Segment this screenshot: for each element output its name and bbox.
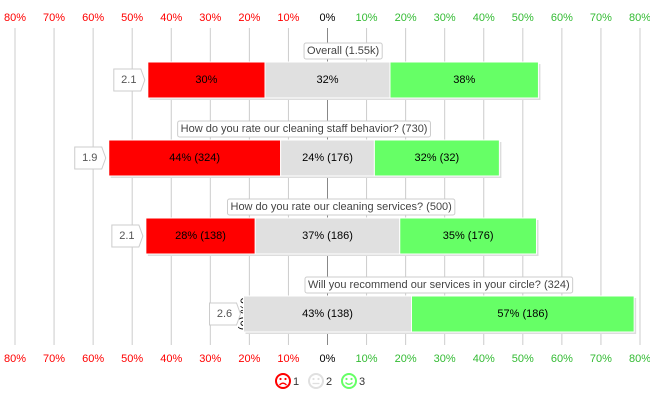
score-box — [111, 224, 144, 248]
value-label: 30% — [195, 74, 217, 86]
score-box — [113, 68, 146, 92]
x-tick-label: 80% — [4, 353, 26, 365]
row-title-box — [177, 120, 431, 138]
x-tick-label: 50% — [121, 353, 143, 365]
bar-segment — [254, 217, 401, 255]
x-tick-label: 30% — [434, 12, 456, 24]
legend-label: 3 — [359, 376, 365, 388]
bar-segment — [410, 295, 635, 333]
row-title: Will you recommend our services in your … — [308, 279, 570, 291]
legend-label: 2 — [326, 376, 332, 388]
x-tick-label: 70% — [43, 12, 65, 24]
value-label: 28% (138) — [175, 230, 226, 242]
score-label: 2.1 — [121, 74, 136, 86]
score-label: 2.1 — [119, 230, 134, 242]
x-tick-label: 20% — [395, 12, 417, 24]
bar-segment — [389, 61, 539, 99]
bar-segment — [145, 217, 256, 255]
x-tick-label: 80% — [629, 353, 650, 365]
x-tick-label: 20% — [395, 353, 417, 365]
legend-icon — [275, 373, 291, 389]
bar-segment — [108, 139, 282, 177]
x-tick-label: 20% — [238, 12, 260, 24]
x-tick-label: 60% — [82, 12, 104, 24]
row-title-box — [304, 276, 574, 294]
value-label: 57% (186) — [497, 308, 548, 320]
value-label: 44% (324) — [169, 152, 220, 164]
legend-eye — [279, 377, 282, 381]
value-label: 35% (176) — [443, 230, 494, 242]
x-tick-label: 10% — [277, 353, 299, 365]
bar-segment — [373, 139, 500, 177]
row-title: Overall (1.55k) — [307, 45, 379, 57]
bar-segment — [147, 61, 266, 99]
value-label: 32% — [316, 74, 338, 86]
legend-mouth — [345, 382, 353, 385]
legend-item: 1 — [275, 373, 299, 389]
value-label: 24% (176) — [302, 152, 353, 164]
bar-segment — [399, 217, 537, 255]
x-tick-label: 50% — [121, 12, 143, 24]
x-tick-label: 40% — [473, 353, 495, 365]
x-tick-label: 30% — [199, 12, 221, 24]
x-tick-label: 0% — [320, 12, 336, 24]
score-box — [209, 302, 242, 326]
value-label: 43% (138) — [302, 308, 353, 320]
row-title: How do you rate our cleaning staff behav… — [181, 123, 428, 135]
x-tick-label: 40% — [160, 12, 182, 24]
legend-mouth — [279, 382, 287, 386]
legend-eye — [284, 377, 287, 381]
row-title: How do you rate our cleaning services? (… — [231, 201, 452, 213]
x-tick-label: 30% — [434, 353, 456, 365]
score-label: 1.9 — [82, 152, 97, 164]
x-tick-label: 80% — [629, 12, 650, 24]
legend-icon — [308, 373, 324, 389]
x-tick-label: 70% — [43, 353, 65, 365]
x-tick-label: 80% — [4, 12, 26, 24]
value-label: 37% (186) — [302, 230, 353, 242]
legend-item: 3 — [341, 373, 365, 389]
bar-segment — [264, 61, 391, 99]
legend-eye — [312, 377, 315, 381]
x-tick-label: 10% — [277, 12, 299, 24]
bar-segment — [243, 295, 412, 333]
x-tick-label: 10% — [356, 12, 378, 24]
x-tick-label: 50% — [512, 12, 534, 24]
legend-eye — [350, 377, 353, 381]
legend-item: 2 — [308, 373, 332, 389]
value-label: 38% — [453, 74, 475, 86]
row-title-box — [227, 198, 456, 216]
legend-eye — [317, 377, 320, 381]
legend-eye — [345, 377, 348, 381]
legend-label: 1 — [293, 376, 299, 388]
x-tick-label: 0% — [320, 353, 336, 365]
legend-icon — [341, 373, 357, 389]
x-tick-label: 70% — [590, 353, 612, 365]
score-box — [74, 146, 107, 170]
x-tick-label: 70% — [590, 12, 612, 24]
score-label: 2.6 — [217, 308, 232, 320]
x-tick-label: 60% — [551, 12, 573, 24]
row-title-box — [303, 42, 383, 60]
x-tick-label: 40% — [473, 12, 495, 24]
x-tick-label: 30% — [199, 353, 221, 365]
x-tick-label: 10% — [356, 353, 378, 365]
x-tick-label: 60% — [82, 353, 104, 365]
value-label: 32% (32) — [415, 152, 460, 164]
x-tick-label: 60% — [551, 353, 573, 365]
x-tick-label: 40% — [160, 353, 182, 365]
x-tick-label: 50% — [512, 353, 534, 365]
x-tick-label: 20% — [238, 353, 260, 365]
